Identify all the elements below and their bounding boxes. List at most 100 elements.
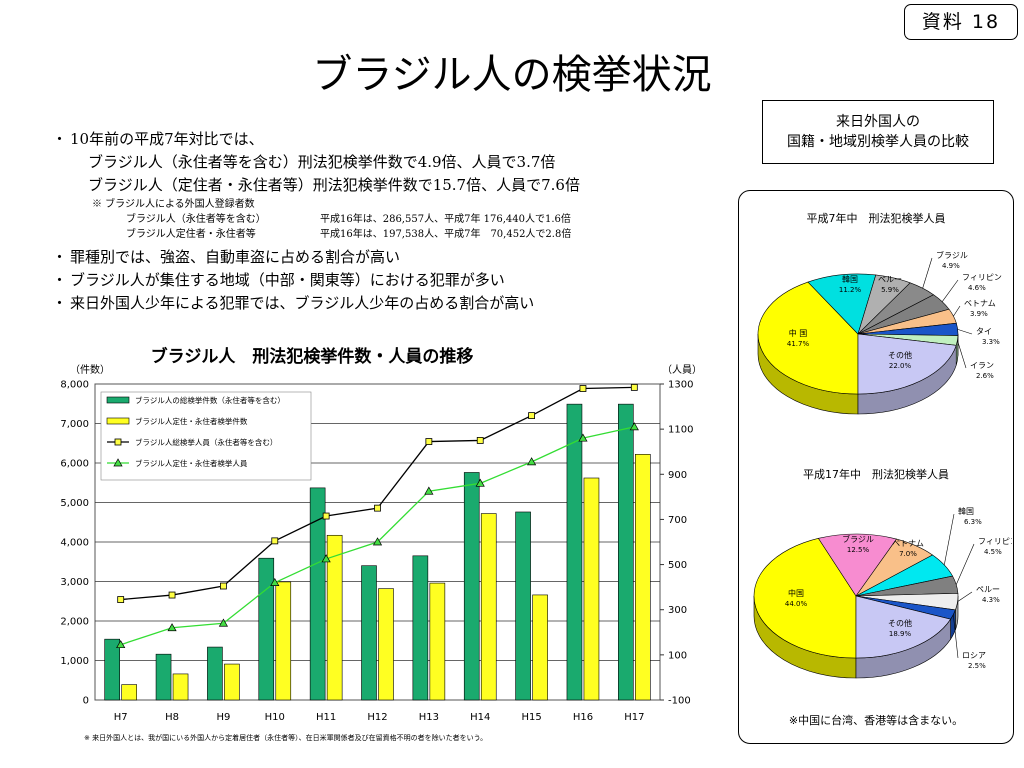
pie-slice-label: フィリピン (962, 273, 1002, 282)
point-marker (372, 537, 383, 546)
pie-slice-value: 4.3% (982, 596, 1000, 604)
pie-slice (753, 538, 857, 659)
pie-title: 平成7年中 刑法犯検挙人員 (807, 211, 946, 225)
comparison-line2: 国籍・地域別検挙人員の比較 (787, 134, 969, 150)
pie-title: 平成17年中 刑法犯検挙人員 (803, 467, 949, 481)
legend-label: ブラジル人定住・永住者検挙人員 (135, 458, 248, 468)
y-tick-label-right: 500 (668, 560, 687, 571)
pie-slice-label: イラン (970, 361, 994, 370)
pie-slice-label: ロシア (962, 651, 986, 660)
pie-leader-line (953, 614, 959, 659)
bullet-item: ・ブラジル人が集住する地域（中部・関東等）における犯罪が多い (52, 269, 742, 292)
point-marker (116, 639, 126, 649)
bullet-mark: ・ (52, 248, 68, 266)
pie-slice-label: 韓国 (958, 506, 974, 516)
point-marker (579, 385, 587, 392)
x-tick-label: H13 (419, 712, 439, 723)
point-marker (630, 383, 638, 391)
bullet-subline: ブラジル人（定住者・永住者等）刑法犯検挙件数で15.7倍、人員で7.6倍 (88, 176, 580, 194)
bar (412, 555, 429, 701)
legend-swatch (106, 417, 130, 425)
pie-slice-label: ブラジル (842, 534, 874, 544)
bullet-text: 来日外国人少年による犯罪では、ブラジル人少年の占める割合が高い (70, 294, 535, 312)
x-tick-label: H12 (367, 712, 387, 723)
y-tick-label-right: -100 (668, 696, 691, 707)
bar (361, 565, 377, 701)
point-marker (476, 437, 484, 444)
pie-slice-label: ベトナム (892, 539, 924, 548)
pie-leader-line (943, 513, 955, 566)
bar (121, 684, 137, 701)
pie-leader-line (957, 591, 973, 602)
x-tick-label: H16 (573, 712, 593, 723)
note-label: ブラジル人（永住者等を含む） (126, 214, 266, 225)
pie-slice-label: 中国 (788, 588, 804, 598)
bar (172, 673, 189, 701)
chart-footnote: ※ 来日外国人とは、我が国にいる外国人から定着居住者（永住者等）、在日米軍関係者… (84, 733, 487, 742)
pie-slice-label: フィリピン (978, 537, 1012, 546)
point-marker (167, 623, 177, 632)
pie-slice-label: その他 (888, 350, 912, 360)
point-marker (475, 478, 485, 487)
pie-slice-label: タイ (976, 327, 992, 336)
y-tick-label-left: 0 (83, 696, 89, 707)
pie-slice-label: ペルー (878, 275, 902, 284)
pie-slice-value: 44.0% (785, 600, 808, 608)
pie-slice-label: 中 国 (789, 328, 808, 338)
pie-slice-value: 4.6% (968, 284, 986, 292)
pie-slice-value: 11.2% (839, 286, 862, 294)
y-tick-label-left: 3,000 (60, 577, 89, 588)
point-marker (425, 438, 433, 445)
page-title: ブラジル人の検挙状況 (312, 52, 712, 98)
y-tick-label-right: 100 (668, 650, 687, 661)
pie-panel (738, 190, 1014, 744)
y-tick-label-left: 5,000 (60, 498, 89, 509)
bar (309, 487, 326, 701)
bar (104, 638, 120, 701)
legend-label: ブラジル人定住・永住者検挙件数 (135, 416, 248, 426)
pie-slice-label: ベトナム (964, 299, 996, 308)
bar (207, 646, 223, 701)
bar (378, 588, 394, 701)
pie-slice-value: 2.6% (976, 372, 994, 380)
point-marker (528, 412, 535, 419)
pie-slice (817, 533, 898, 597)
bullet-item: ・来日外国人少年による犯罪では、ブラジル人少年の占める割合が高い (52, 292, 742, 315)
point-marker (578, 433, 588, 442)
bullet-mark: ・ (52, 271, 68, 289)
y-tick-label-right: 1300 (668, 380, 693, 391)
point-marker (220, 582, 227, 590)
bar (275, 581, 292, 701)
x-tick-label: H15 (521, 712, 541, 723)
x-tick-label: H7 (114, 712, 128, 723)
point-marker (117, 596, 125, 603)
point-marker (270, 577, 280, 586)
bar (326, 534, 343, 701)
note-value: 平成16年は、286,557人、平成7年 176,440人で1.6倍 (320, 214, 571, 225)
pie-footnote: ※中国に台湾、香港等は含まない。 (788, 714, 964, 727)
x-tick-label: H17 (624, 712, 644, 723)
bullet-text: 10年前の平成7年対比では、 (70, 130, 264, 148)
y-tick-label-right: 1100 (668, 425, 693, 436)
x-tick-label: H11 (316, 712, 336, 723)
comparison-line1: 来日外国人の (836, 114, 920, 130)
point-marker (374, 504, 381, 512)
pie-slice-label: 韓国 (842, 274, 858, 284)
bullet-item: ・ 10年前の平成7年対比では、 (52, 128, 742, 151)
legend-label: ブラジル人の総検挙件数（永住者等を含む） (135, 395, 285, 405)
pie-leader-line (957, 329, 973, 335)
x-tick-label: H14 (470, 712, 490, 723)
bar (635, 454, 651, 701)
pie-slice-label: ブラジル (936, 250, 968, 260)
point-marker (218, 618, 229, 627)
point-marker (321, 554, 331, 563)
bullet-text: ブラジル人が集住する地域（中部・関東等）における犯罪が多い (70, 271, 505, 289)
bar (515, 511, 531, 701)
pie-slice (757, 281, 859, 395)
pie-leader-line (953, 305, 961, 317)
legend-marker (113, 458, 123, 467)
bar (583, 477, 600, 701)
pie-slice-label: ペルー (976, 585, 1000, 594)
